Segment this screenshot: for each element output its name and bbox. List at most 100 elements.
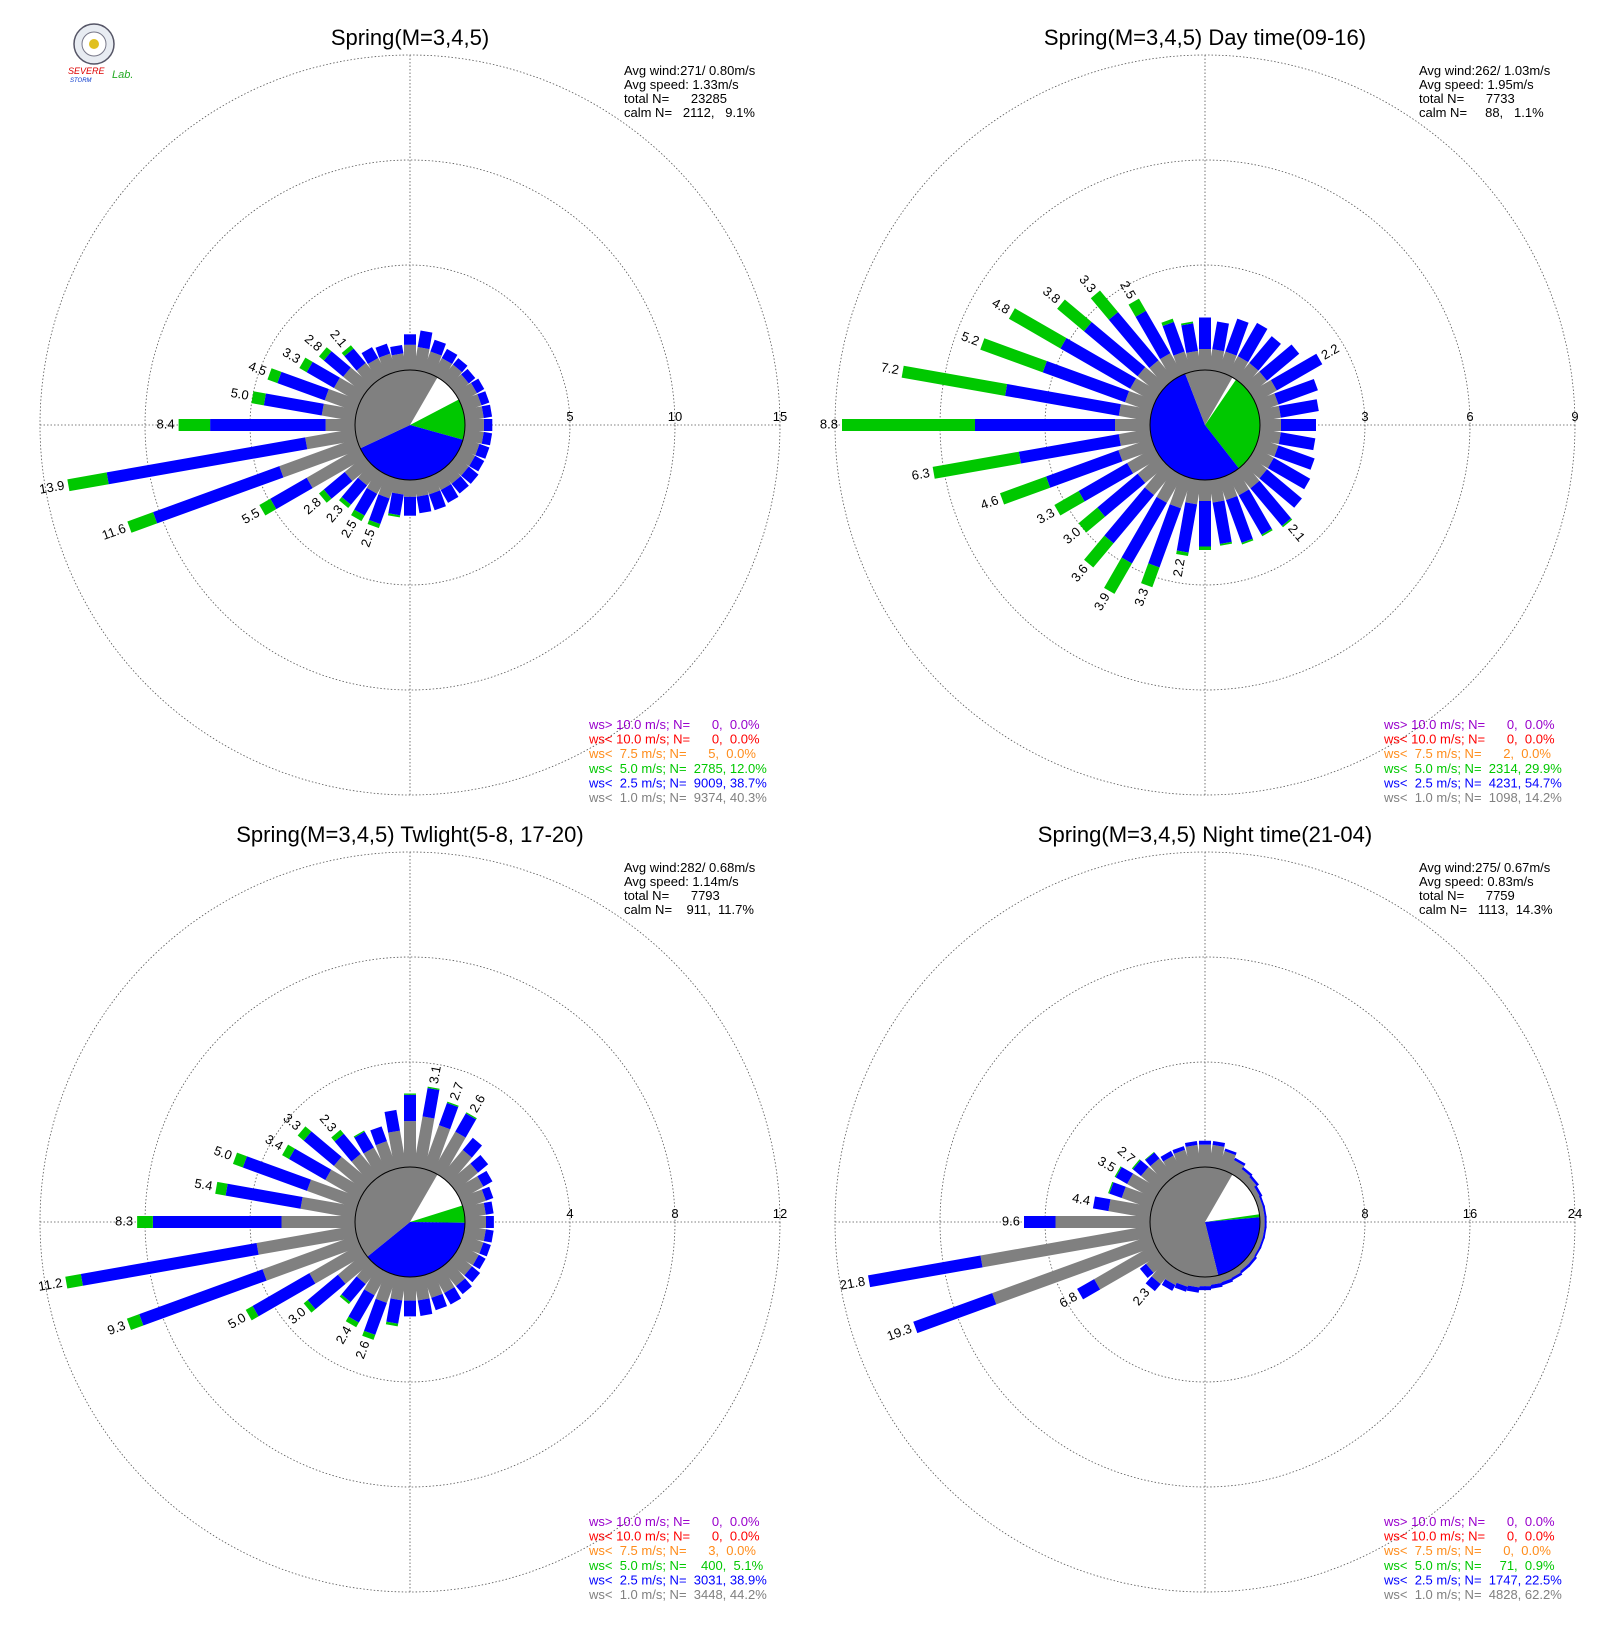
- petal-0: [1199, 317, 1211, 370]
- petal-segment-lt1: [1208, 478, 1225, 503]
- petal-label: 2.6: [466, 1092, 488, 1115]
- petal-segment-lt5: [345, 1316, 359, 1328]
- petal-350: [390, 344, 407, 372]
- petal-label: 2.7: [1115, 1143, 1138, 1166]
- petal-label: 3.8: [1040, 283, 1063, 306]
- petal-240: [1054, 447, 1161, 516]
- petal-segment-lt5: [1261, 528, 1273, 537]
- petal-segment-lt2_5: [438, 1102, 459, 1130]
- calm-pie-lt2_5: [1205, 1217, 1260, 1276]
- petal-330: [361, 347, 388, 381]
- petal-segment-lt1: [281, 1216, 355, 1228]
- petal-segment-lt1: [1145, 1252, 1167, 1273]
- calm-circle: [354, 1166, 466, 1278]
- petal-segment-lt2_5: [225, 1183, 303, 1209]
- legend-entry: ws< 7.5 m/s; N= 2, 0.0%: [1383, 746, 1551, 761]
- petal-segment-lt1: [367, 358, 388, 381]
- petal-290: [232, 1152, 361, 1209]
- petal-segment-lt1: [1218, 474, 1238, 501]
- petal-40: [440, 1137, 483, 1184]
- petal-segment-lt5: [232, 1152, 247, 1168]
- petal-segment-lt5: [1104, 557, 1132, 594]
- petal-segment-lt5: [251, 391, 266, 406]
- petal-segment-lt1: [454, 447, 476, 467]
- petal-label: 2.6: [352, 1339, 372, 1361]
- petal-segment-lt1: [333, 1156, 372, 1192]
- petal-segment-lt5: [318, 489, 332, 503]
- petal-150: [1227, 469, 1273, 537]
- petal-segment-lt1: [1218, 1271, 1232, 1283]
- petal-segment-lt2_5: [263, 393, 324, 416]
- petal-230: [1078, 455, 1167, 533]
- petal-label: 2.4: [333, 1323, 355, 1346]
- petal-segment-lt1: [1199, 349, 1211, 370]
- petal-segment-lt2_5: [1278, 399, 1319, 418]
- petal-segment-lt2_5: [364, 1298, 387, 1335]
- stats-line: Avg wind:282/ 0.68m/s: [624, 860, 756, 875]
- petal-segment-lt5: [303, 1300, 316, 1313]
- petal-290: [980, 338, 1156, 412]
- petal-segment-lt5: [367, 520, 381, 529]
- petal-segment-lt2_5: [386, 1298, 403, 1324]
- ring-tick-label: 9: [1571, 409, 1578, 424]
- petal-110: [1254, 438, 1315, 470]
- petal-segment-lt2_5: [210, 419, 326, 431]
- petal-160: [1218, 1271, 1234, 1286]
- petal-label: 8.3: [115, 1213, 133, 1228]
- legend-entry: ws< 10.0 m/s; N= 0, 0.0%: [588, 1529, 760, 1544]
- petal-segment-lt2_5: [1281, 419, 1316, 431]
- legend-entry: ws> 10.0 m/s; N= 0, 0.0%: [1383, 1514, 1555, 1529]
- petal-segment-lt2_5: [868, 1255, 983, 1288]
- stats-line: calm N= 911, 11.7%: [624, 902, 754, 917]
- petal-label: 3.5: [1095, 1153, 1118, 1175]
- petal-segment-lt2_5: [1258, 1195, 1265, 1208]
- petal-250: [913, 1235, 1156, 1334]
- petal-30: [432, 348, 458, 381]
- petal-segment-lt2_5: [80, 1242, 259, 1286]
- petal-segment-lt1: [325, 419, 355, 431]
- petal-70: [1254, 379, 1318, 412]
- legend-entry: ws> 10.0 m/s; N= 0, 0.0%: [588, 717, 760, 732]
- petal-segment-lt1: [448, 1163, 479, 1192]
- petal-segment-lt2_5: [479, 1242, 491, 1257]
- petal-210: [351, 469, 388, 522]
- petal-label: 3.3: [1034, 505, 1057, 527]
- chart-title: Spring(M=3,4,5): [331, 25, 489, 50]
- petal-90: [465, 419, 493, 431]
- petal-label: 2.5: [358, 527, 378, 549]
- petal-segment-lt2_5: [1184, 1140, 1198, 1147]
- petal-140: [1235, 463, 1293, 528]
- petal-segment-lt2_5: [475, 443, 490, 459]
- petal-segment-lt2_5: [1139, 1263, 1154, 1278]
- petal-segment-lt1: [1127, 1173, 1161, 1200]
- petal-segment-lt1: [375, 1271, 397, 1303]
- petal-segment-lt5: [385, 1321, 399, 1327]
- petal-segment-lt2_5: [361, 347, 379, 365]
- petal-label: 8.4: [157, 416, 175, 431]
- petal-label: 3.3: [280, 1110, 303, 1133]
- petal-segment-lt1: [404, 1121, 416, 1167]
- petal-segment-lt2_5: [1274, 445, 1315, 470]
- petal-segment-lt5: [1176, 550, 1189, 557]
- petal-segment-lt2_5: [1097, 473, 1146, 517]
- petal-segment-lt2_5: [1241, 1166, 1253, 1177]
- petal-segment-lt1: [1218, 351, 1237, 376]
- petal-segment-lt5: [465, 1112, 477, 1120]
- petal-segment-lt2_5: [1264, 1216, 1267, 1228]
- petal-segment-lt2_5: [369, 494, 390, 525]
- petal-segment-lt2_5: [472, 1254, 486, 1270]
- legend-entry: ws< 7.5 m/s; N= 3, 0.0%: [588, 1543, 756, 1558]
- legend-entry: ws> 10.0 m/s; N= 0, 0.0%: [588, 1514, 760, 1529]
- calm-pie-white: [1205, 377, 1237, 425]
- petal-segment-lt2_5: [1046, 450, 1123, 488]
- ring-tick-label: 16: [1463, 1206, 1477, 1221]
- petal-segment-lt1: [1118, 428, 1152, 446]
- petal-0: [404, 334, 416, 370]
- petal-segment-lt2_5: [1258, 1236, 1265, 1249]
- petal-segment-lt2_5: [462, 1137, 483, 1158]
- ring-tick-label: 15: [773, 409, 787, 424]
- petal-segment-lt5: [353, 1130, 365, 1138]
- petal-segment-lt5: [215, 1181, 228, 1196]
- petal-segment-lt2_5: [270, 477, 313, 510]
- petal-220: [339, 1260, 380, 1305]
